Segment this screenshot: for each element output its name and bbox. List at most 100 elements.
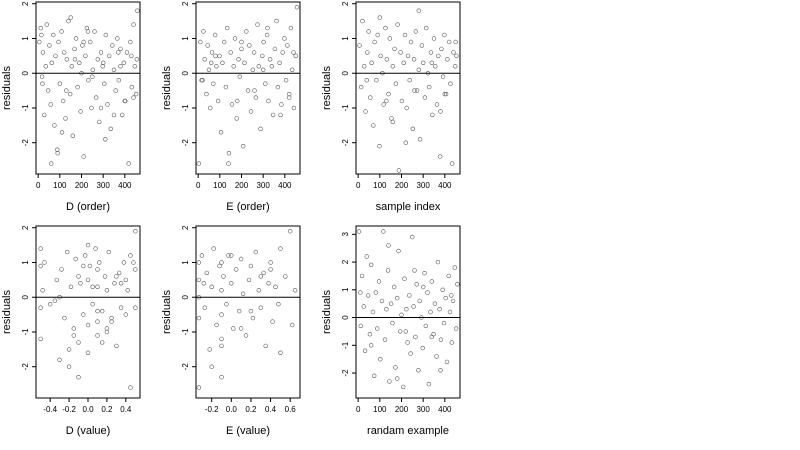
data-point <box>44 22 49 27</box>
data-point <box>421 60 426 65</box>
data-point <box>72 57 78 62</box>
data-point <box>242 60 247 65</box>
y-tick-label: 0 <box>181 70 190 75</box>
data-point <box>234 116 239 121</box>
data-point <box>95 308 100 314</box>
data-point <box>258 126 263 132</box>
data-point <box>76 340 81 345</box>
data-point <box>110 43 115 48</box>
data-point <box>432 301 438 306</box>
data-point <box>114 274 119 279</box>
data-point <box>454 53 459 59</box>
data-point <box>377 15 382 20</box>
data-point <box>368 95 373 100</box>
data-point <box>100 64 105 69</box>
x-tick-label: 0.2 <box>101 405 113 414</box>
data-point <box>362 348 368 353</box>
data-point <box>388 301 394 306</box>
data-point <box>266 281 271 286</box>
data-point <box>226 151 232 156</box>
data-point <box>447 39 452 45</box>
data-point <box>214 322 219 328</box>
data-point <box>250 67 256 73</box>
y-axis-label: residuals <box>1 65 13 110</box>
data-point <box>387 379 392 384</box>
data-point <box>232 36 238 41</box>
x-tick-label: -0.4 <box>43 405 57 414</box>
data-point <box>40 81 45 86</box>
data-point <box>206 67 212 73</box>
data-point <box>43 64 48 69</box>
data-point <box>358 323 363 329</box>
data-point <box>118 281 124 286</box>
data-point <box>383 25 388 31</box>
data-point <box>102 274 108 279</box>
data-point <box>251 50 257 55</box>
data-point <box>236 57 241 62</box>
data-point <box>294 4 300 10</box>
data-point <box>217 263 222 269</box>
y-tick-label: -2 <box>181 363 190 371</box>
data-point <box>93 95 99 100</box>
data-point <box>274 18 279 24</box>
data-point <box>226 253 231 258</box>
data-point <box>48 102 53 107</box>
data-point <box>248 109 254 114</box>
data-point <box>228 50 233 55</box>
data-point <box>245 88 251 93</box>
data-point <box>205 43 210 48</box>
x-tick-label: 400 <box>438 181 452 190</box>
data-point <box>237 74 243 79</box>
plot-frame <box>35 1 141 175</box>
data-point <box>209 60 214 65</box>
data-point <box>263 81 268 86</box>
x-tick-label: -0.2 <box>205 405 219 414</box>
data-point <box>106 53 112 59</box>
data-point <box>396 248 401 254</box>
data-point <box>209 50 215 55</box>
data-point <box>248 308 254 314</box>
data-point <box>443 295 448 301</box>
data-point <box>132 64 138 69</box>
data-point <box>365 293 371 298</box>
data-point <box>393 365 398 370</box>
data-point <box>71 326 77 331</box>
data-point <box>37 39 42 45</box>
data-point <box>370 309 376 315</box>
y-tick-label: 2 <box>341 259 350 264</box>
data-point <box>385 268 391 273</box>
data-point <box>428 309 433 315</box>
data-point <box>86 77 91 83</box>
data-point <box>443 91 449 97</box>
data-point <box>114 343 119 349</box>
y-tick-label: -2 <box>21 363 30 371</box>
y-tick-label: 2 <box>181 1 190 6</box>
data-point <box>399 98 405 104</box>
data-point <box>371 123 376 128</box>
data-point <box>277 60 282 65</box>
data-point <box>90 67 96 73</box>
data-point <box>439 46 444 52</box>
data-point <box>51 32 56 38</box>
data-point <box>59 130 65 135</box>
data-point <box>105 102 110 107</box>
y-tick-label: 2 <box>21 1 30 6</box>
data-point <box>386 243 391 248</box>
data-point <box>57 357 62 362</box>
data-point <box>429 334 434 340</box>
data-point <box>62 315 67 321</box>
data-point <box>103 32 109 38</box>
data-point <box>369 60 374 65</box>
data-point <box>369 343 374 348</box>
data-point <box>38 263 43 269</box>
data-point <box>452 265 457 270</box>
data-point <box>403 140 408 145</box>
data-point <box>87 39 93 45</box>
data-point <box>90 302 95 307</box>
data-point <box>377 144 382 149</box>
data-point <box>375 326 380 331</box>
data-point <box>135 8 140 13</box>
data-point <box>199 253 205 258</box>
data-point <box>63 116 68 121</box>
data-point <box>427 84 432 90</box>
